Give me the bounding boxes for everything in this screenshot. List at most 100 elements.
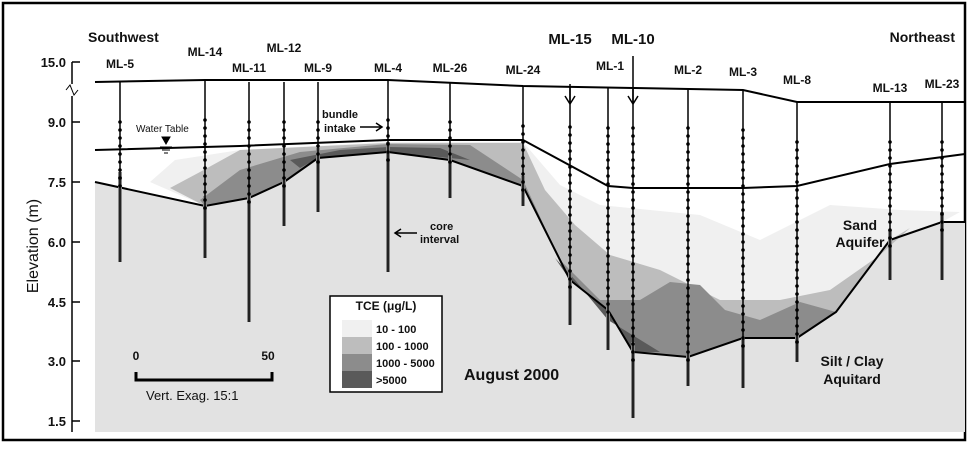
sampling-point	[606, 302, 610, 306]
well-label: ML-15	[548, 31, 591, 48]
sampling-point	[741, 176, 745, 180]
sampling-point	[203, 198, 207, 202]
sampling-point	[741, 344, 745, 348]
sampling-point	[568, 173, 572, 177]
sampling-point	[631, 134, 635, 138]
sampling-point	[631, 310, 635, 314]
sampling-point	[247, 128, 251, 132]
tick-label: 6.0	[48, 235, 66, 250]
sampling-point	[568, 277, 572, 281]
tick-label: 15.0	[41, 55, 66, 70]
sampling-point	[631, 222, 635, 226]
sampling-point	[118, 144, 122, 148]
sampling-point	[606, 294, 610, 298]
well-label: ML-23	[925, 77, 960, 91]
sampling-point	[741, 296, 745, 300]
sampling-point	[203, 134, 207, 138]
sampling-point	[386, 118, 390, 122]
sampling-point	[795, 196, 799, 200]
sampling-point	[686, 134, 690, 138]
sampling-point	[606, 126, 610, 130]
sampling-point	[606, 198, 610, 202]
sampling-point	[568, 253, 572, 257]
sampling-point	[795, 332, 799, 336]
sampling-point	[203, 174, 207, 178]
sampling-point	[386, 158, 390, 162]
sampling-point	[606, 254, 610, 258]
axis-label: Elevation (m)	[25, 199, 42, 293]
sampling-point	[741, 256, 745, 260]
annotation: interval	[420, 234, 459, 246]
annotation: intake	[324, 123, 356, 135]
sampling-point	[631, 214, 635, 218]
sampling-point	[568, 125, 572, 129]
sampling-point	[247, 168, 251, 172]
sampling-point	[282, 176, 286, 180]
sampling-point	[940, 180, 944, 184]
sampling-point	[686, 142, 690, 146]
sampling-point	[686, 182, 690, 186]
sampling-point	[568, 157, 572, 161]
sampling-point	[741, 192, 745, 196]
sampling-point	[686, 166, 690, 170]
sampling-point	[940, 188, 944, 192]
well-label: ML-5	[106, 57, 134, 71]
sampling-point	[631, 254, 635, 258]
sampling-point	[795, 140, 799, 144]
sampling-point	[316, 152, 320, 156]
sampling-point	[795, 228, 799, 232]
sampling-point	[521, 148, 525, 152]
sampling-point	[631, 174, 635, 178]
cross-section: ML-5ML-14ML-11ML-12ML-9ML-4ML-26ML-24ML-…	[0, 0, 969, 444]
sampling-point	[741, 312, 745, 316]
sampling-point	[888, 204, 892, 208]
sampling-point	[888, 148, 892, 152]
sampling-point	[282, 144, 286, 148]
sampling-point	[631, 230, 635, 234]
sampling-point	[631, 302, 635, 306]
sampling-point	[795, 220, 799, 224]
sampling-point	[741, 240, 745, 244]
sampling-point	[795, 316, 799, 320]
annotation: Silt / Clay	[820, 353, 883, 369]
sampling-point	[631, 182, 635, 186]
sampling-point	[203, 166, 207, 170]
sampling-point	[741, 144, 745, 148]
sampling-point	[203, 158, 207, 162]
sampling-point	[631, 270, 635, 274]
sampling-point	[606, 230, 610, 234]
sampling-point	[741, 304, 745, 308]
sampling-point	[316, 144, 320, 148]
sampling-point	[631, 158, 635, 162]
sampling-point	[568, 229, 572, 233]
sampling-point	[568, 149, 572, 153]
sampling-point	[940, 172, 944, 176]
sampling-point	[686, 126, 690, 130]
sampling-point	[940, 212, 944, 216]
sampling-point	[606, 150, 610, 154]
sampling-point	[118, 136, 122, 140]
sampling-point	[521, 188, 525, 192]
sampling-point	[118, 176, 122, 180]
well-label: ML-13	[873, 81, 908, 95]
sampling-point	[686, 358, 690, 362]
sampling-point	[203, 126, 207, 130]
well-label: ML-14	[188, 45, 223, 59]
sampling-point	[631, 286, 635, 290]
tick-label: 1.5	[48, 414, 66, 429]
legend-swatch	[342, 337, 372, 354]
sampling-point	[203, 150, 207, 154]
sampling-point	[686, 230, 690, 234]
sampling-point	[568, 269, 572, 273]
sampling-point	[568, 197, 572, 201]
sampling-point	[568, 205, 572, 209]
sampling-point	[741, 208, 745, 212]
sampling-point	[888, 188, 892, 192]
sampling-point	[631, 246, 635, 250]
sampling-point	[940, 140, 944, 144]
sampling-point	[568, 133, 572, 137]
sampling-point	[316, 136, 320, 140]
sampling-point	[795, 324, 799, 328]
sampling-point	[448, 120, 452, 124]
sampling-point	[741, 328, 745, 332]
